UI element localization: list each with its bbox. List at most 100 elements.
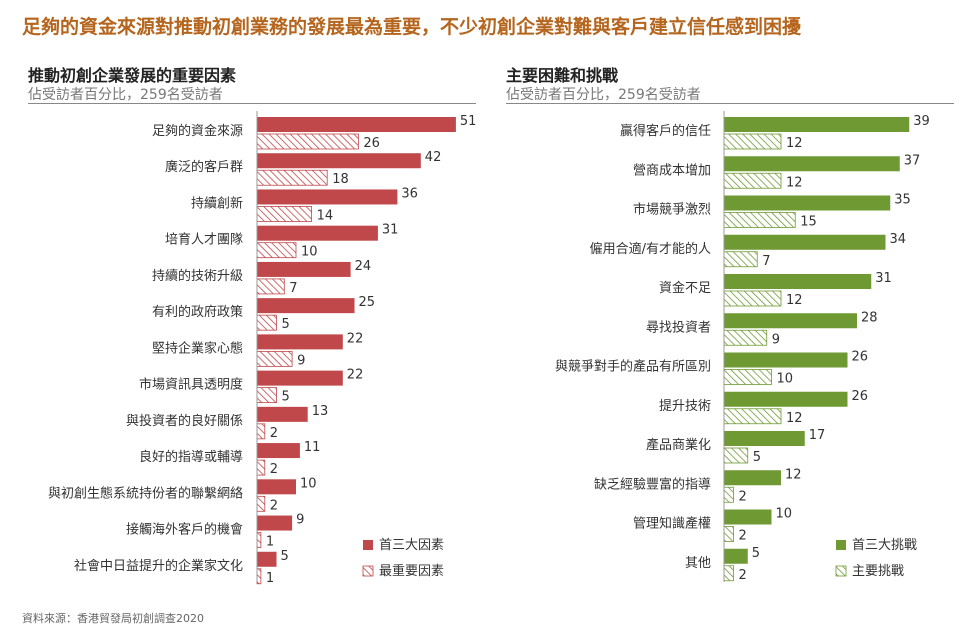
right-data-label: 10	[777, 372, 794, 387]
right-bar-top3-challenge	[724, 274, 872, 289]
right-legend-swatch	[836, 540, 846, 550]
left-data-label: 13	[312, 404, 329, 419]
right-data-label: 15	[800, 215, 817, 230]
left-chart-rule	[28, 103, 476, 104]
right-data-label: 2	[739, 529, 747, 544]
right-chart-rule	[506, 103, 954, 104]
left-data-label: 2	[270, 426, 278, 441]
left-data-label: 26	[363, 136, 380, 151]
left-bar-top3-factor	[257, 551, 277, 567]
left-bar-top3-factor	[257, 189, 398, 205]
left-data-label: 7	[289, 281, 297, 296]
right-bar-top3-challenge	[724, 470, 781, 486]
right-data-label: 2	[739, 489, 747, 504]
left-data-label: 22	[347, 331, 364, 346]
left-data-label: 51	[460, 114, 477, 129]
right-chart-subtitle: 佔受訪者百分比，259名受訪者	[506, 87, 701, 103]
left-category-label: 有利的政府政策	[152, 304, 243, 320]
left-category-label: 廣泛的客戶群	[165, 159, 243, 175]
left-bar-main-factor	[256, 423, 266, 440]
left-bar-top3-factor	[257, 370, 343, 386]
right-bar-top3-challenge	[724, 431, 805, 446]
right-category-label: 提升技術	[659, 398, 711, 414]
left-data-label: 2	[270, 498, 278, 513]
left-data-label: 31	[382, 223, 399, 238]
right-bar-top3-challenge	[724, 313, 857, 329]
left-data-label: 9	[297, 353, 305, 368]
right-bar-chart: 贏得客戶的信任 39 12 營商成本增加 37 12 市場競爭激烈 35 15 僱用合適/有才能的…	[555, 111, 930, 583]
left-category-label: 培育人才團隊	[165, 232, 243, 248]
left-bar-main-factor	[256, 133, 359, 150]
right-legend-label: 主要挑戰	[852, 564, 904, 579]
left-bar-top3-factor	[257, 443, 300, 459]
right-category-label: 管理知識產權	[633, 516, 711, 532]
left-data-label: 5	[282, 390, 290, 405]
right-bar-top3-challenge	[724, 117, 910, 132]
right-bar-top3-challenge	[724, 352, 848, 368]
left-bar-main-factor	[256, 568, 262, 585]
left-data-label: 11	[304, 440, 321, 455]
left-data-label: 18	[332, 172, 349, 187]
left-category-label: 市場資訊具透明度	[139, 377, 243, 393]
left-data-label: 9	[296, 513, 304, 528]
left-legend-label: 首三大因素	[379, 538, 444, 553]
left-bar-top3-factor	[257, 479, 296, 495]
left-bar-main-factor	[256, 459, 266, 476]
right-bar-top3-challenge	[724, 391, 848, 407]
right-bar-main-challenge	[723, 408, 782, 425]
right-data-label: 5	[753, 450, 761, 465]
right-data-label: 34	[890, 232, 907, 247]
left-bar-top3-factor	[257, 334, 343, 350]
right-bar-main-challenge	[723, 447, 749, 464]
left-data-label: 14	[317, 208, 334, 223]
left-data-label: 36	[401, 186, 418, 201]
left-bar-main-factor	[256, 532, 262, 548]
left-category-label: 堅持企業家心態	[152, 340, 243, 356]
right-data-label: 26	[852, 350, 869, 365]
right-data-label: 5	[752, 546, 760, 561]
right-data-label: 12	[786, 411, 803, 426]
left-bar-main-factor	[256, 169, 328, 186]
right-bar-main-challenge	[723, 172, 782, 189]
right-data-label: 31	[875, 271, 892, 286]
left-data-label: 5	[281, 549, 289, 564]
left-bar-top3-factor	[257, 406, 308, 422]
right-data-label: 7	[762, 254, 770, 269]
right-legend-swatch	[835, 565, 847, 577]
right-category-label: 贏得客戶的信任	[620, 123, 711, 139]
right-data-label: 12	[786, 175, 803, 190]
left-bar-main-factor	[256, 278, 285, 295]
left-data-label: 1	[266, 571, 274, 586]
source-note: 資料來源：香港貿發局初創調查2020	[22, 612, 204, 625]
right-data-label: 10	[776, 507, 793, 522]
left-data-label: 24	[355, 259, 372, 274]
right-category-label: 產品商業化	[646, 437, 711, 453]
right-data-label: 2	[739, 568, 747, 583]
right-category-label: 僱用合適/有才能的人	[590, 241, 711, 257]
left-category-label: 足夠的資金來源	[152, 123, 243, 139]
left-bar-top3-factor	[257, 515, 293, 531]
right-bar-main-challenge	[723, 251, 758, 268]
right-data-label: 12	[786, 293, 803, 308]
left-category-label: 接觸海外客戶的機會	[126, 522, 243, 538]
right-data-label: 17	[809, 428, 826, 443]
right-bar-top3-challenge	[724, 509, 772, 525]
right-data-label: 35	[894, 193, 911, 208]
left-category-label: 持續的技術升級	[152, 268, 243, 284]
right-bar-main-challenge	[723, 486, 734, 503]
left-bar-top3-factor	[257, 261, 351, 277]
right-category-label: 與競爭對手的產品有所區別	[555, 359, 711, 375]
left-bar-top3-factor	[257, 298, 355, 314]
left-data-label: 25	[359, 295, 376, 310]
left-data-label: 5	[282, 317, 290, 332]
left-bar-main-factor	[256, 206, 312, 222]
right-chart-title: 主要困難和挑戰	[506, 66, 619, 85]
right-data-label: 12	[785, 467, 802, 482]
left-chart-title: 推動初創企業發展的重要因素	[28, 66, 237, 85]
right-data-label: 26	[852, 389, 869, 404]
left-bar-main-factor	[256, 314, 277, 331]
left-category-label: 與投資者的良好關係	[126, 413, 243, 429]
page-headline: 足夠的資金來源對推動初創業務的發展最為重要，不少初創企業對難與客戶建立信任感到困…	[22, 16, 802, 38]
right-category-label: 缺乏經驗豐富的指導	[594, 476, 711, 492]
left-data-label: 42	[425, 150, 442, 165]
